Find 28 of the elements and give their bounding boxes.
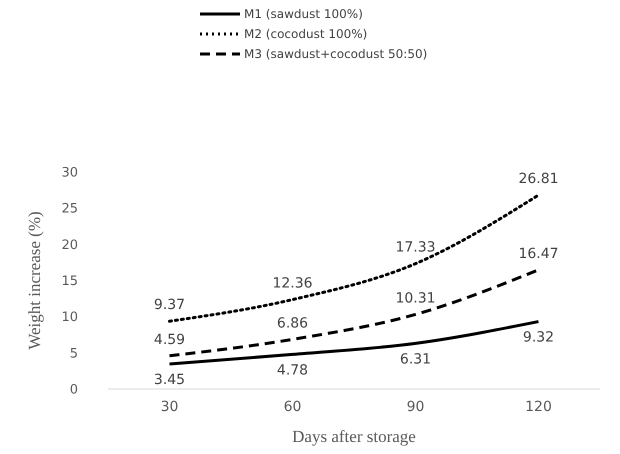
data-label: 9.32: [522, 330, 554, 346]
x-tick-label: 60: [284, 399, 302, 415]
x-tick-label: 90: [406, 399, 424, 415]
data-label: 9.37: [154, 297, 186, 314]
y-tick-label: 30: [61, 166, 78, 181]
legend-label: M3 (sawdust+cocodust 50:50): [244, 47, 428, 62]
data-label: 12.36: [272, 276, 313, 292]
y-tick-label: 5: [70, 346, 78, 362]
y-axis-title: Weight increase (%): [25, 211, 44, 350]
data-label: 4.78: [276, 362, 308, 378]
data-label: 4.59: [154, 332, 186, 348]
legend-label: M2 (cocodust 100%): [244, 27, 368, 42]
y-tick-label: 20: [61, 238, 78, 253]
y-tick-label: 0: [70, 382, 78, 398]
data-label: 17.33: [395, 240, 436, 256]
data-label: 6.86: [276, 315, 308, 332]
data-label: 6.31: [400, 351, 432, 368]
data-label: 3.45: [154, 372, 186, 388]
y-tick-label: 15: [61, 274, 78, 290]
data-label: 10.31: [395, 290, 436, 306]
x-tick-label: 30: [160, 399, 178, 415]
y-tick-label: 10: [61, 310, 78, 326]
x-tick-label: 120: [525, 399, 552, 415]
data-label: 26.81: [518, 171, 559, 188]
y-tick-label: 25: [61, 202, 78, 217]
x-axis-title: Days after storage: [292, 427, 416, 446]
data-label: 16.47: [518, 246, 559, 262]
legend-label: M1 (sawdust 100%): [244, 7, 363, 22]
